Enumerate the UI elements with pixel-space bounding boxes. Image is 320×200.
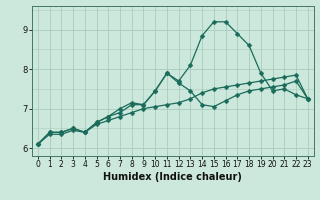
- X-axis label: Humidex (Indice chaleur): Humidex (Indice chaleur): [103, 172, 242, 182]
